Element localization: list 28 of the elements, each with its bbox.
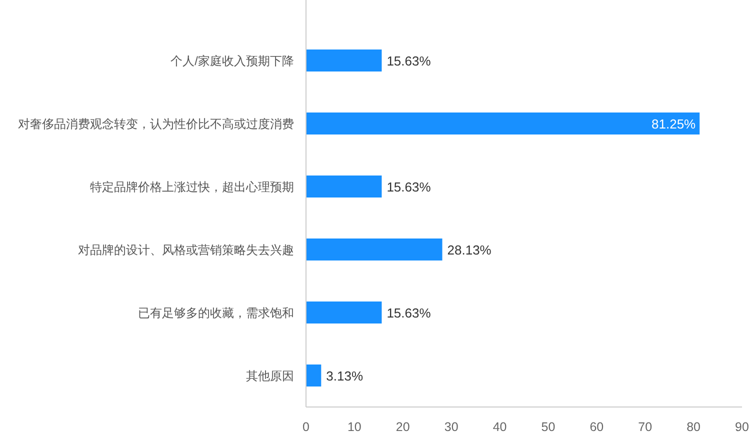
y-tick-label: 对品牌的设计、风格或营销策略失去兴趣 xyxy=(78,243,294,257)
x-tick-label: 10 xyxy=(347,420,362,434)
data-label: 3.13% xyxy=(326,368,364,384)
data-label: 28.13% xyxy=(447,242,492,258)
y-tick-label: 已有足够多的收藏，需求饱和 xyxy=(138,306,294,320)
x-tick-label: 60 xyxy=(590,420,604,434)
y-tick-label: 个人/家庭收入预期下降 xyxy=(170,54,294,68)
bar xyxy=(306,302,382,324)
x-tick-label: 30 xyxy=(444,420,458,434)
bar xyxy=(306,238,442,260)
x-tick-label: 40 xyxy=(492,420,507,434)
x-tick-label: 0 xyxy=(302,420,310,434)
x-tick-label: 50 xyxy=(541,420,556,434)
bar xyxy=(306,364,322,386)
data-label: 15.63% xyxy=(386,54,432,68)
y-tick-label: 特定品牌价格上涨过快，超出心理预期 xyxy=(90,180,294,194)
y-tick-label: 其他原因 xyxy=(246,369,294,383)
bar xyxy=(306,50,382,72)
data-label: 15.63% xyxy=(386,180,432,194)
data-label: 81.25% xyxy=(652,116,696,132)
bar xyxy=(306,176,382,198)
x-tick-label: 80 xyxy=(686,420,701,434)
bar xyxy=(306,112,700,134)
y-tick-label: 对奢侈品消费观念转变，认为性价比不高或过度消费 xyxy=(18,117,294,131)
x-tick-label: 20 xyxy=(396,420,410,434)
data-label: 15.63% xyxy=(386,306,432,320)
x-tick-label: 70 xyxy=(638,420,652,434)
x-tick-label: 90 xyxy=(735,420,749,434)
